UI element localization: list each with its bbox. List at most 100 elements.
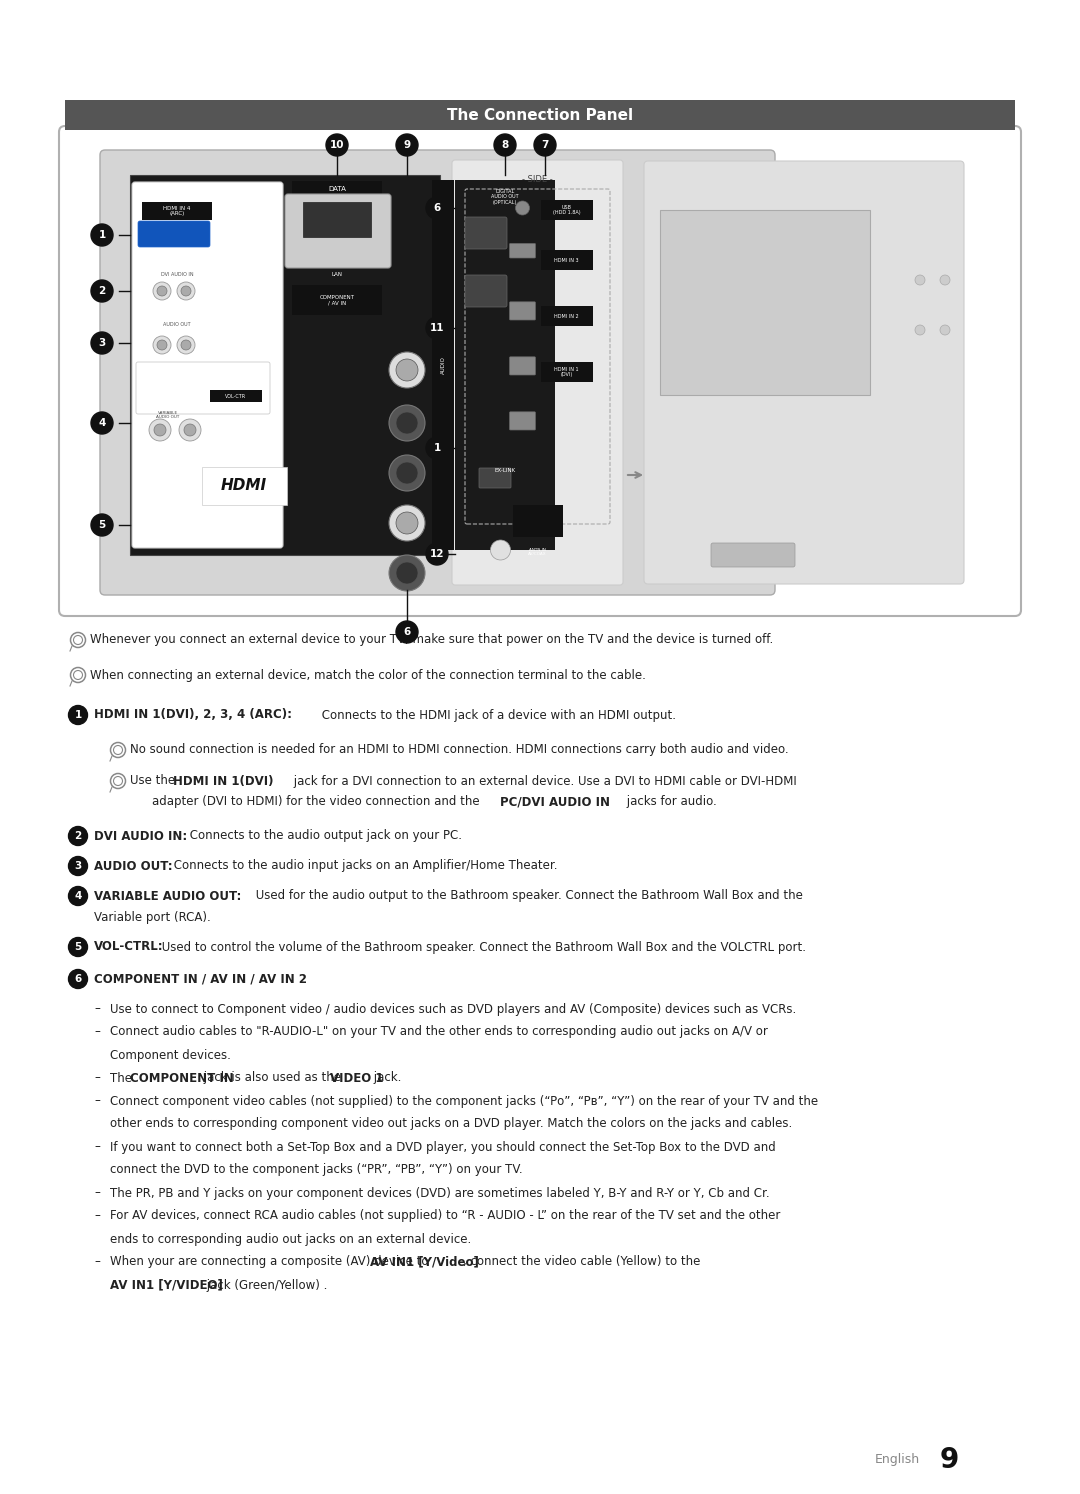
Text: HDMI IN 1(DVI), 2, 3, 4 (ARC):: HDMI IN 1(DVI), 2, 3, 4 (ARC): [94,708,292,722]
FancyBboxPatch shape [510,302,536,320]
Text: DVI AUDIO IN:: DVI AUDIO IN: [94,829,187,843]
Text: –: – [94,1140,99,1153]
Text: ends to corresponding audio out jacks on an external device.: ends to corresponding audio out jacks on… [110,1233,471,1246]
Circle shape [91,279,113,302]
Text: Used to control the volume of the Bathroom speaker. Connect the Bathroom Wall Bo: Used to control the volume of the Bathro… [158,941,806,953]
Bar [540,249,593,270]
Circle shape [153,282,171,300]
Circle shape [157,341,167,350]
Circle shape [396,512,418,533]
Bar [292,181,382,197]
Circle shape [153,336,171,354]
Bar [65,100,1015,130]
Text: PC/DVI AUDIO IN: PC/DVI AUDIO IN [500,795,610,808]
Circle shape [426,197,448,220]
Circle shape [149,418,171,441]
FancyBboxPatch shape [510,244,536,258]
Circle shape [915,275,924,285]
Text: –: – [94,1002,99,1016]
Circle shape [181,285,191,296]
Text: 1: 1 [98,230,106,241]
Text: VOL-CTRL:: VOL-CTRL: [94,941,164,953]
Text: 1: 1 [433,444,441,453]
Text: adapter (DVI to HDMI) for the video connection and the: adapter (DVI to HDMI) for the video conn… [152,795,484,808]
Text: AUDIO OUT:: AUDIO OUT: [94,859,173,872]
Text: VIDEO 1: VIDEO 1 [329,1071,383,1085]
Circle shape [396,359,418,381]
Text: 6: 6 [433,203,441,214]
Text: The Connection Panel: The Connection Panel [447,108,633,123]
Text: AV IN1 [Y/Video]: AV IN1 [Y/Video] [370,1255,478,1268]
FancyBboxPatch shape [644,161,964,584]
Circle shape [389,405,426,441]
Bar [130,175,440,554]
Text: 9: 9 [940,1446,959,1475]
Circle shape [494,134,516,155]
Circle shape [396,412,418,433]
Text: 12: 12 [430,548,444,559]
Circle shape [91,224,113,247]
Text: Use to connect to Component video / audio devices such as DVD players and AV (Co: Use to connect to Component video / audi… [110,1002,796,1016]
Bar [303,202,372,238]
Text: DATA: DATA [328,185,346,193]
FancyBboxPatch shape [136,362,270,414]
Text: COMPONENT
/ AV IN: COMPONENT / AV IN [320,294,354,305]
Text: DVI AUDIO IN: DVI AUDIO IN [161,272,193,278]
Text: When connecting an external device, match the color of the connection terminal t: When connecting an external device, matc… [90,668,646,681]
Text: other ends to corresponding component video out jacks on a DVD player. Match the: other ends to corresponding component vi… [110,1118,793,1131]
Circle shape [534,134,556,155]
Text: Connect component video cables (not supplied) to the component jacks (“Pᴏ”, “Pʙ”: Connect component video cables (not supp… [110,1095,819,1107]
Circle shape [490,539,511,560]
Circle shape [940,326,950,335]
Bar [540,200,593,220]
Circle shape [389,554,426,592]
Circle shape [389,353,426,388]
Text: Connects to the audio input jacks on an Amplifier/Home Theater.: Connects to the audio input jacks on an … [170,859,557,872]
Text: 5: 5 [98,520,106,530]
Text: - SIDE -: - SIDE - [522,175,553,184]
Text: For AV devices, connect RCA audio cables (not supplied) to “R - AUDIO - L” on th: For AV devices, connect RCA audio cables… [110,1210,781,1222]
Circle shape [940,275,950,285]
Text: , connect the video cable (Yellow) to the: , connect the video cable (Yellow) to th… [463,1255,700,1268]
Text: connect the DVD to the component jacks (“PR”, “PB”, “Y”) on your TV.: connect the DVD to the component jacks (… [110,1164,523,1176]
Text: Use the: Use the [130,774,179,787]
Text: VOL-CTR: VOL-CTR [226,393,246,399]
Text: HDMI IN 1(DVI): HDMI IN 1(DVI) [173,774,273,787]
Circle shape [915,326,924,335]
FancyBboxPatch shape [285,194,391,267]
FancyBboxPatch shape [465,275,507,306]
Text: The PR, PB and Y jacks on your component devices (DVD) are sometimes labeled Y, : The PR, PB and Y jacks on your component… [110,1186,770,1200]
Circle shape [177,282,195,300]
Text: COMPONENT IN: COMPONENT IN [130,1071,233,1085]
Text: USB
(HDD 1.8A): USB (HDD 1.8A) [553,205,580,215]
Text: English: English [875,1454,920,1467]
Circle shape [396,462,418,484]
Circle shape [426,317,448,339]
Text: –: – [94,1186,99,1200]
Text: 7: 7 [541,140,549,149]
Circle shape [326,134,348,155]
Text: Connects to the audio output jack on your PC.: Connects to the audio output jack on you… [186,829,462,843]
Circle shape [68,970,87,989]
FancyBboxPatch shape [59,125,1021,616]
Text: EX-LINK: EX-LINK [495,468,515,472]
Circle shape [68,705,87,725]
Text: 3: 3 [98,338,106,348]
Circle shape [91,514,113,536]
Circle shape [91,412,113,433]
Circle shape [68,826,87,846]
Text: VARIABLE
AUDIO OUT: VARIABLE AUDIO OUT [157,411,179,420]
Bar [660,211,870,394]
Circle shape [157,285,167,296]
Text: 2: 2 [75,831,82,841]
Text: 1: 1 [75,710,82,720]
FancyBboxPatch shape [465,217,507,249]
Circle shape [68,856,87,875]
FancyBboxPatch shape [711,542,795,568]
Circle shape [396,134,418,155]
Bar [455,179,555,550]
Circle shape [154,424,166,436]
Text: –: – [94,1071,99,1085]
Text: 10: 10 [329,140,345,149]
Circle shape [396,622,418,642]
